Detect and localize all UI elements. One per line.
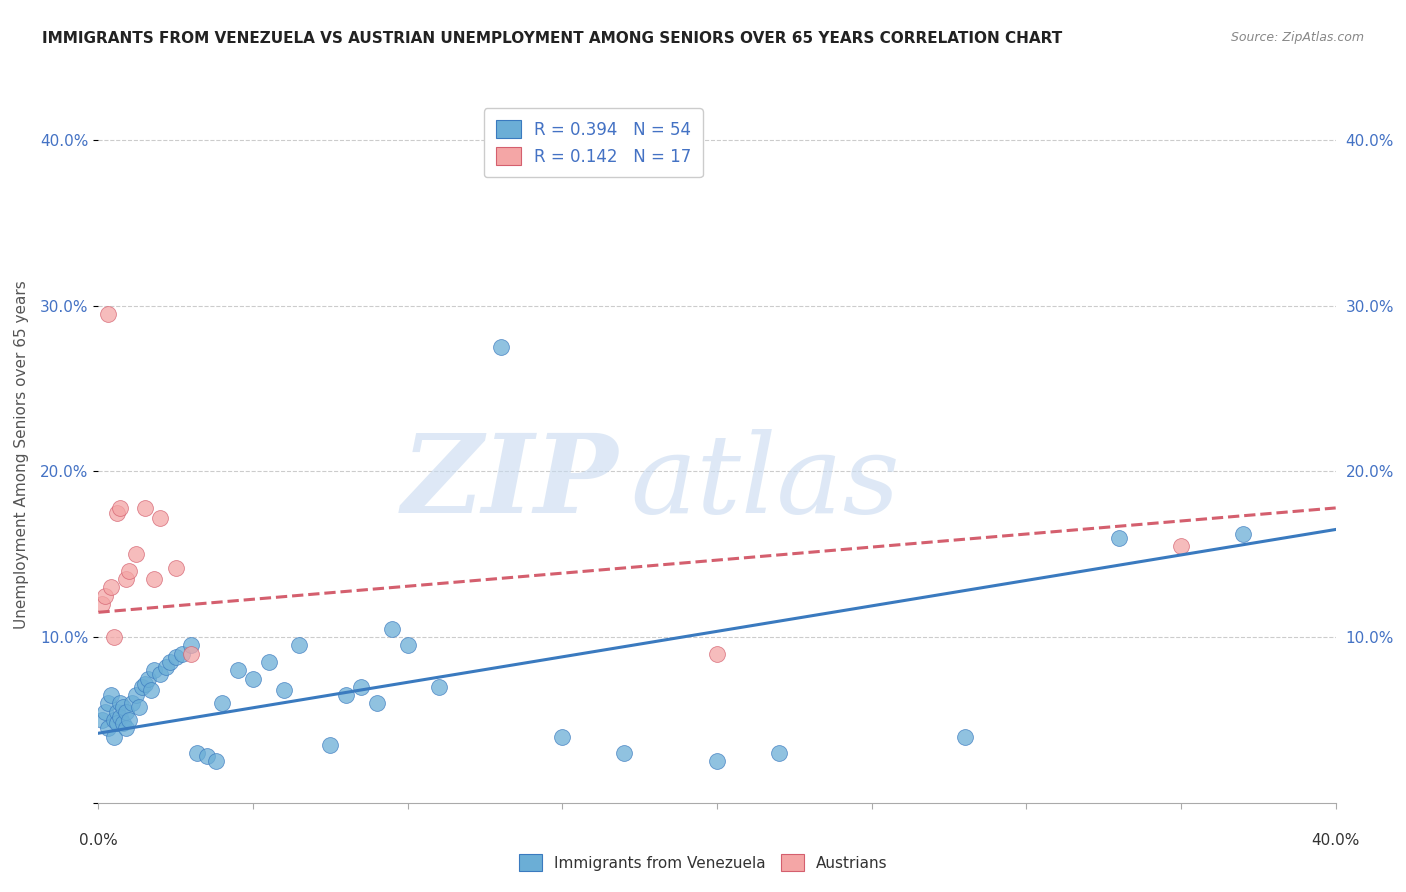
Point — [97, 697, 120, 711]
Point — [149, 666, 172, 681]
Text: 40.0%: 40.0% — [1312, 833, 1360, 848]
Point — [149, 511, 172, 525]
Point — [118, 564, 141, 578]
Point — [170, 647, 193, 661]
Point — [706, 647, 728, 661]
Point — [180, 647, 202, 661]
Point — [319, 738, 342, 752]
Point — [136, 672, 159, 686]
Point — [143, 572, 166, 586]
Point — [90, 713, 112, 727]
Point — [551, 730, 574, 744]
Y-axis label: Unemployment Among Seniors over 65 years: Unemployment Among Seniors over 65 years — [14, 281, 30, 629]
Point — [613, 746, 636, 760]
Point — [124, 688, 146, 702]
Point — [489, 340, 512, 354]
Point — [366, 697, 388, 711]
Point — [97, 721, 120, 735]
Point — [205, 755, 228, 769]
Point — [155, 660, 177, 674]
Point — [1170, 539, 1192, 553]
Point — [115, 721, 138, 735]
Point — [112, 716, 135, 731]
Point — [1108, 531, 1130, 545]
Point — [124, 547, 146, 561]
Point — [381, 622, 404, 636]
Point — [128, 699, 150, 714]
Point — [226, 663, 249, 677]
Point — [143, 663, 166, 677]
Point — [396, 639, 419, 653]
Point — [90, 597, 112, 611]
Point — [105, 506, 128, 520]
Point — [100, 688, 122, 702]
Point — [108, 500, 131, 515]
Point — [131, 680, 153, 694]
Point — [139, 683, 162, 698]
Text: atlas: atlas — [630, 429, 900, 536]
Point — [105, 716, 128, 731]
Point — [134, 676, 156, 690]
Point — [115, 705, 138, 719]
Point — [180, 639, 202, 653]
Point — [134, 500, 156, 515]
Text: ZIP: ZIP — [402, 429, 619, 536]
Point — [427, 680, 450, 694]
Text: IMMIGRANTS FROM VENEZUELA VS AUSTRIAN UNEMPLOYMENT AMONG SENIORS OVER 65 YEARS C: IMMIGRANTS FROM VENEZUELA VS AUSTRIAN UN… — [42, 31, 1063, 46]
Point — [350, 680, 373, 694]
Point — [1232, 527, 1254, 541]
Point — [159, 655, 181, 669]
Point — [186, 746, 208, 760]
Point — [103, 730, 125, 744]
Point — [103, 630, 125, 644]
Point — [93, 589, 115, 603]
Point — [165, 560, 187, 574]
Point — [335, 688, 357, 702]
Point — [273, 683, 295, 698]
Point — [112, 699, 135, 714]
Point — [706, 755, 728, 769]
Legend: R = 0.394   N = 54, R = 0.142   N = 17: R = 0.394 N = 54, R = 0.142 N = 17 — [484, 109, 703, 178]
Point — [118, 713, 141, 727]
Point — [100, 581, 122, 595]
Point — [288, 639, 311, 653]
Point — [103, 713, 125, 727]
Point — [115, 572, 138, 586]
Point — [93, 705, 115, 719]
Point — [953, 730, 976, 744]
Legend: Immigrants from Venezuela, Austrians: Immigrants from Venezuela, Austrians — [509, 845, 897, 880]
Point — [108, 697, 131, 711]
Point — [121, 697, 143, 711]
Point — [195, 749, 218, 764]
Point — [242, 672, 264, 686]
Point — [257, 655, 280, 669]
Point — [768, 746, 790, 760]
Point — [105, 705, 128, 719]
Text: 0.0%: 0.0% — [79, 833, 118, 848]
Text: Source: ZipAtlas.com: Source: ZipAtlas.com — [1230, 31, 1364, 45]
Point — [211, 697, 233, 711]
Point — [97, 307, 120, 321]
Point — [165, 650, 187, 665]
Point — [108, 709, 131, 723]
